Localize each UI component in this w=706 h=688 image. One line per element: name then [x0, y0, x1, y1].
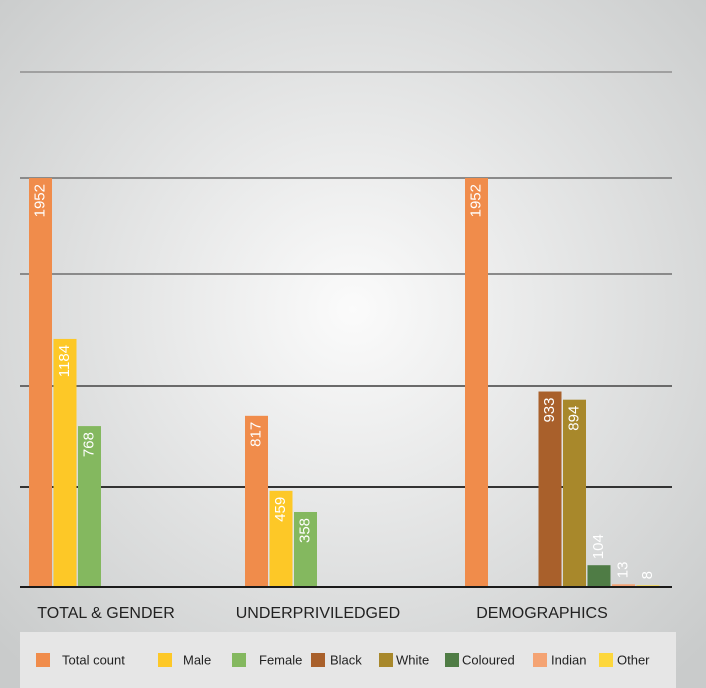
x-tick-label: DEMOGRAPHICS — [476, 605, 608, 622]
bar — [29, 178, 52, 587]
legend-label: Black — [330, 652, 362, 667]
value-label: 104 — [590, 534, 607, 559]
value-label: 933 — [541, 398, 558, 423]
legend-label: Indian — [551, 652, 586, 667]
bar — [294, 511, 317, 587]
value-label: 1952 — [31, 184, 48, 217]
legend-swatch — [311, 653, 325, 667]
legend-swatch — [379, 653, 393, 667]
bar — [78, 426, 101, 587]
value-label: 1952 — [467, 184, 484, 217]
legend-label: Coloured — [462, 652, 515, 667]
legend-swatch — [533, 653, 547, 667]
bar — [245, 415, 268, 587]
value-label: 1184 — [56, 345, 73, 377]
bar — [269, 490, 293, 587]
bar — [538, 391, 562, 587]
value-label: 817 — [247, 422, 264, 447]
value-label: 8 — [639, 571, 656, 579]
legend-swatch — [158, 653, 172, 667]
legend-swatch — [599, 653, 613, 667]
value-label: 358 — [296, 518, 313, 543]
legend-swatch — [445, 653, 459, 667]
value-label: 459 — [272, 497, 289, 522]
legend-label: White — [396, 652, 429, 667]
bar — [465, 178, 488, 587]
x-tick-label: TOTAL & GENDER — [37, 605, 175, 622]
value-label: 768 — [80, 432, 97, 457]
x-tick-label: UNDERPRIVILEDGED — [236, 605, 400, 622]
legend-swatch — [36, 653, 50, 667]
bar — [587, 565, 611, 587]
legend-label: Total count — [62, 652, 125, 667]
legend-label: Male — [183, 652, 211, 667]
legend-box — [20, 632, 676, 688]
legend-label: Female — [259, 652, 302, 667]
value-label: 13 — [614, 562, 631, 579]
bar — [563, 399, 586, 587]
grid — [20, 71, 672, 488]
bar — [612, 584, 635, 587]
legend-label: Other — [617, 652, 650, 667]
value-label: 894 — [565, 406, 582, 431]
legend-swatch — [232, 653, 246, 667]
bar — [53, 338, 77, 587]
